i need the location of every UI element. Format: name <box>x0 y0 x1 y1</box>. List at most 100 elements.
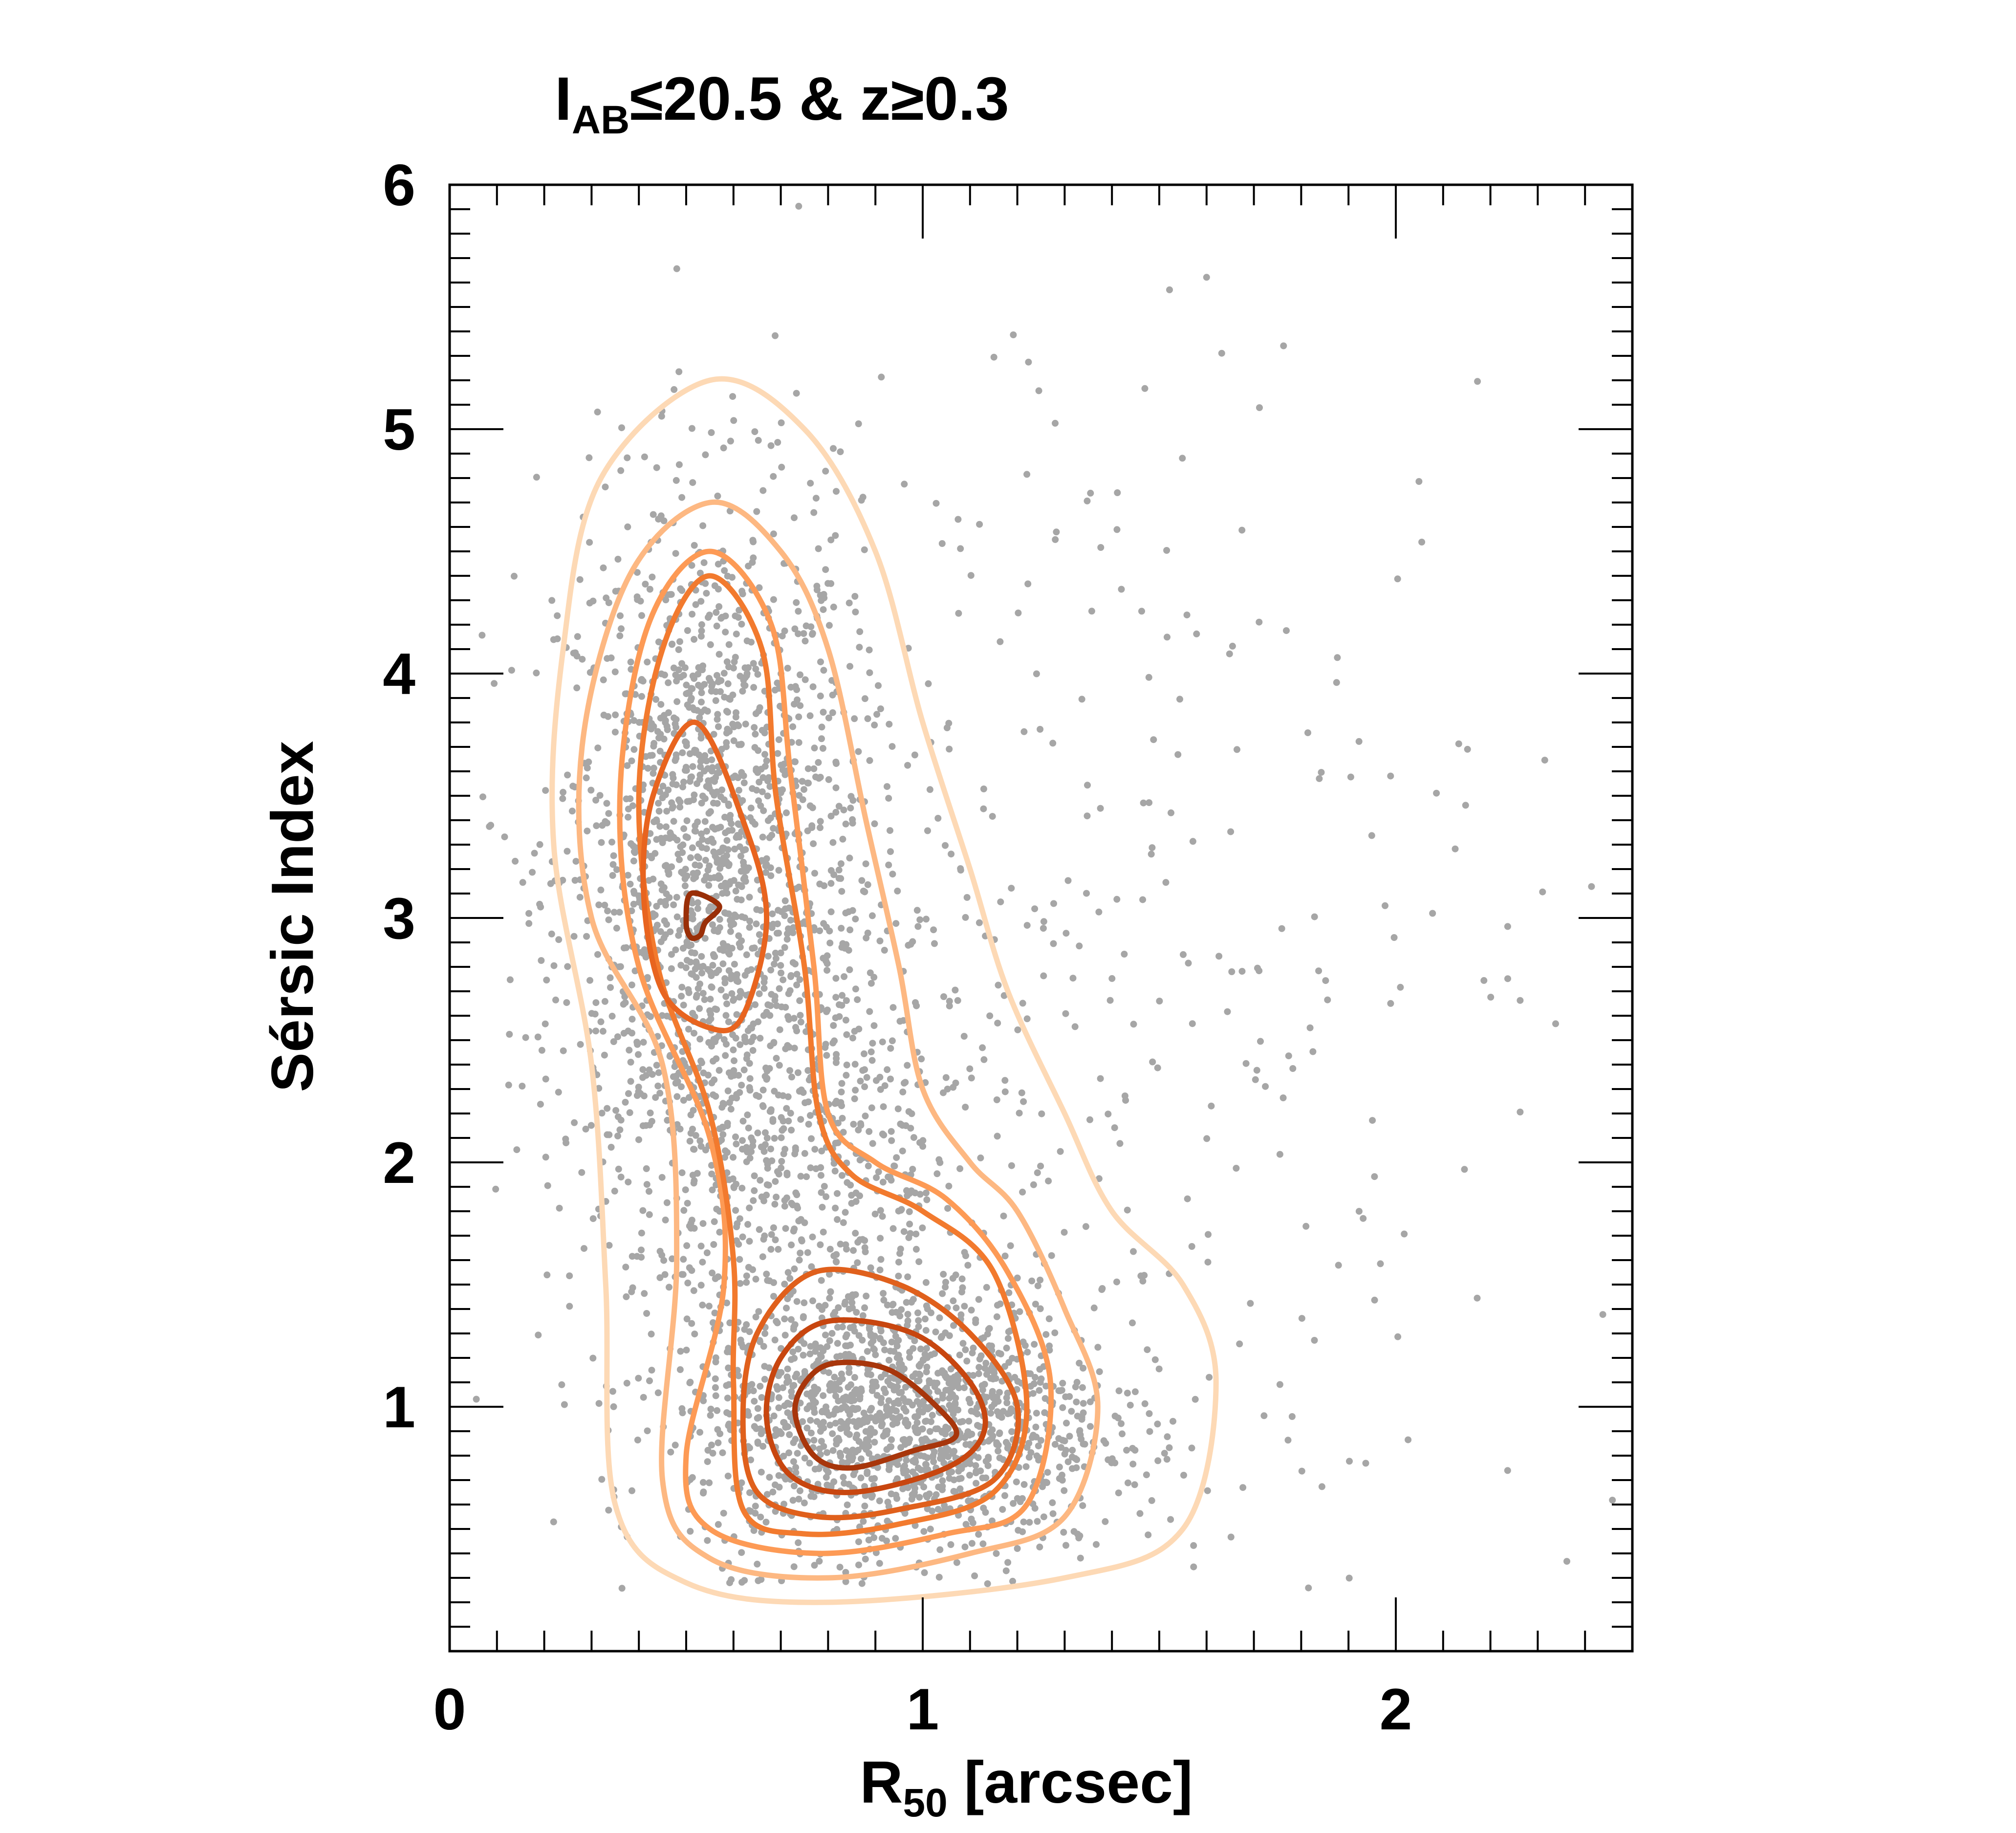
data-point <box>1048 1252 1055 1259</box>
data-point <box>1346 1458 1353 1465</box>
data-point <box>759 1103 767 1110</box>
data-point <box>746 894 753 901</box>
data-point <box>604 1105 611 1112</box>
data-point <box>678 1405 686 1412</box>
data-point <box>812 495 820 502</box>
data-point <box>1302 1222 1310 1230</box>
data-point <box>720 670 728 677</box>
data-point <box>853 1309 860 1316</box>
data-point <box>832 1419 839 1427</box>
data-point <box>1062 1542 1069 1549</box>
x-tick-label: 1 <box>907 1677 939 1742</box>
data-point <box>606 1242 613 1249</box>
data-point <box>657 928 664 935</box>
data-point <box>843 1071 850 1079</box>
data-point <box>1227 828 1235 835</box>
data-point <box>811 1465 819 1473</box>
data-point <box>1059 1379 1066 1387</box>
data-point <box>839 835 846 843</box>
data-point <box>848 1293 856 1301</box>
data-point <box>555 1089 562 1096</box>
data-point <box>1076 942 1083 950</box>
data-point <box>933 1170 941 1178</box>
data-point <box>803 1173 810 1180</box>
data-point <box>609 861 617 868</box>
data-point <box>818 1438 825 1445</box>
data-point <box>678 494 686 501</box>
data-point <box>585 758 592 765</box>
data-point <box>556 1204 563 1212</box>
data-point <box>721 694 728 701</box>
data-point <box>881 1346 889 1353</box>
data-point <box>751 744 759 751</box>
data-point <box>719 890 726 897</box>
data-point <box>914 1464 922 1472</box>
data-point <box>876 1266 884 1274</box>
data-point <box>1086 1423 1094 1430</box>
data-point <box>646 1211 653 1218</box>
data-point <box>815 545 822 552</box>
data-point <box>763 1157 770 1164</box>
data-point <box>682 764 690 771</box>
data-point <box>691 636 698 643</box>
data-point <box>751 1172 758 1179</box>
data-point <box>1008 1162 1015 1169</box>
data-point <box>873 711 881 718</box>
data-point <box>1079 1502 1086 1509</box>
data-point <box>1183 611 1191 619</box>
data-point <box>798 1237 805 1244</box>
data-point <box>1121 951 1128 958</box>
data-point <box>786 1275 794 1282</box>
data-point <box>592 797 600 804</box>
data-point <box>735 614 742 621</box>
data-point <box>1588 883 1595 890</box>
data-point <box>1204 1259 1212 1266</box>
data-point <box>699 990 707 997</box>
data-point <box>760 985 768 992</box>
data-point <box>1168 809 1174 816</box>
data-point <box>708 688 715 695</box>
data-point <box>1023 1015 1031 1023</box>
data-point <box>722 1012 730 1019</box>
data-point <box>698 953 705 960</box>
data-point <box>754 1560 761 1568</box>
data-point <box>1254 964 1261 972</box>
data-point <box>1069 1446 1076 1454</box>
data-point <box>646 586 653 593</box>
data-point <box>909 1166 916 1173</box>
data-point <box>848 1192 855 1199</box>
data-point <box>767 1245 775 1253</box>
data-point <box>700 1488 707 1496</box>
data-point <box>916 1494 923 1501</box>
data-point <box>889 1301 897 1308</box>
data-point <box>656 823 664 830</box>
data-point <box>870 1345 877 1353</box>
data-point <box>1360 1215 1367 1222</box>
data-point <box>708 1162 715 1169</box>
data-point <box>633 1092 641 1099</box>
data-point <box>730 664 737 672</box>
data-point <box>1462 802 1469 809</box>
data-point <box>890 1386 898 1394</box>
data-point <box>794 1450 801 1457</box>
data-point <box>825 622 833 629</box>
data-point <box>820 1228 827 1236</box>
data-point <box>1088 608 1095 615</box>
data-point <box>617 467 625 474</box>
data-point <box>805 1121 812 1128</box>
data-point <box>889 1421 896 1428</box>
data-point <box>1041 1395 1049 1402</box>
data-point <box>519 879 526 886</box>
data-point <box>1113 1278 1120 1286</box>
contour-level-8 <box>792 1359 959 1471</box>
data-point <box>627 795 634 802</box>
data-point <box>681 882 689 890</box>
data-point <box>835 866 843 873</box>
data-point <box>920 1528 928 1535</box>
data-point <box>886 720 893 728</box>
data-point <box>542 1154 549 1161</box>
data-point <box>1377 1260 1384 1267</box>
data-point <box>969 1349 976 1356</box>
data-point <box>1083 890 1090 897</box>
data-point <box>767 966 775 974</box>
